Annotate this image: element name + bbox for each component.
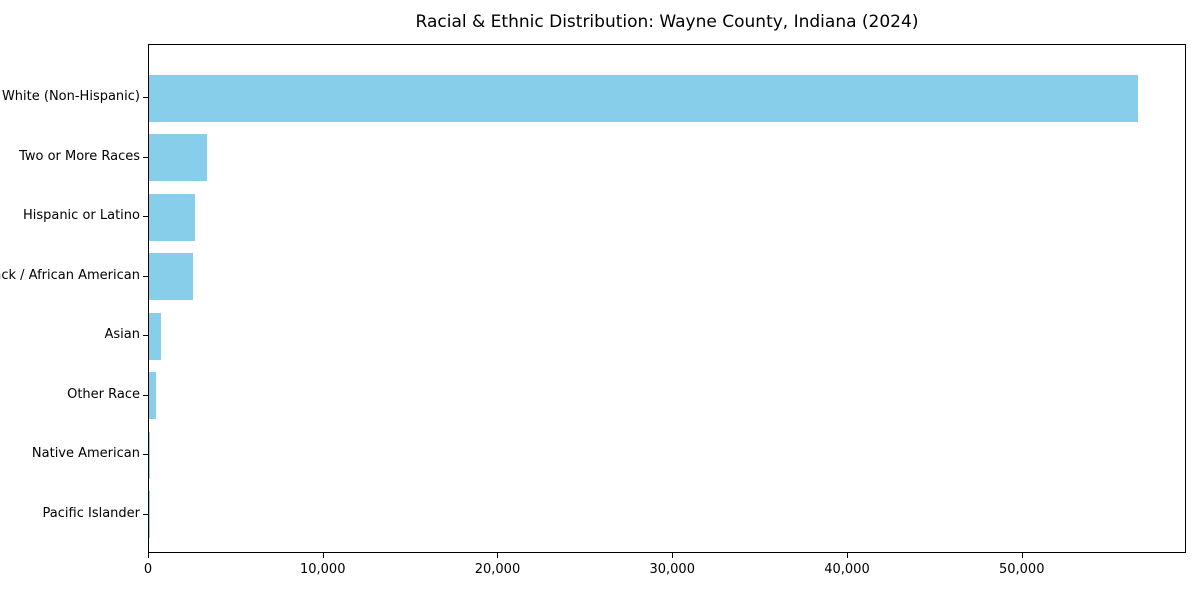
y-axis-tick xyxy=(143,97,148,98)
x-tick-label-10-000: 10,000 xyxy=(299,562,346,577)
y-axis-tick xyxy=(143,275,148,277)
y-tick-label-black-african-american: Black / African American xyxy=(0,267,140,283)
y-axis-tick xyxy=(143,335,148,336)
x-tick-label-40-000: 40,000 xyxy=(824,562,870,577)
x-tick-label-30-000: 30,000 xyxy=(649,562,695,577)
x-axis-tick xyxy=(148,553,149,558)
x-axis-tick xyxy=(1021,553,1023,558)
bar-other-race xyxy=(149,372,157,419)
x-axis-tick xyxy=(672,553,674,558)
x-axis-tick xyxy=(322,553,324,558)
x-axis-tick xyxy=(497,553,499,558)
y-tick-label-two-or-more-races: Two or More Races xyxy=(19,148,140,164)
y-axis-tick xyxy=(143,454,148,455)
bar-two-or-more-races xyxy=(149,134,208,181)
bar-native-american xyxy=(149,431,151,479)
y-axis-tick xyxy=(143,156,148,158)
y-tick-label-pacific-islander: Pacific Islander xyxy=(42,505,140,521)
y-tick-label-native-american: Native American xyxy=(31,446,140,461)
bar-white-non-hispanic xyxy=(149,74,1139,122)
y-tick-label-white-non-hispanic: White (Non-Hispanic) xyxy=(1,89,140,104)
x-tick-label-50-000: 50,000 xyxy=(998,562,1045,577)
y-axis-tick xyxy=(143,216,148,217)
y-tick-label-asian: Asian xyxy=(104,327,140,342)
x-axis-tick xyxy=(846,553,848,558)
plot-area xyxy=(148,44,1186,553)
bar-black-african-american xyxy=(149,253,194,300)
bar-asian xyxy=(149,312,162,360)
y-axis-tick xyxy=(143,513,148,515)
chart-title: Racial & Ethnic Distribution: Wayne Coun… xyxy=(415,12,919,32)
x-tick-label-20-000: 20,000 xyxy=(474,562,521,577)
y-tick-label-hispanic-or-latino: Hispanic or Latino xyxy=(22,208,140,223)
y-axis-tick xyxy=(143,394,148,396)
y-tick-label-other-race: Other Race xyxy=(67,386,140,402)
x-tick-label-0: 0 xyxy=(143,562,153,577)
bar-hispanic-or-latino xyxy=(149,193,195,241)
